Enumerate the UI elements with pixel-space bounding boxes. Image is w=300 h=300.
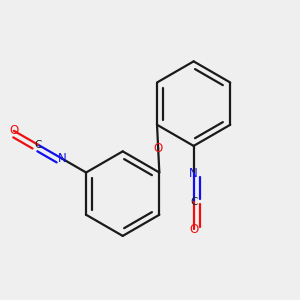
Text: N: N bbox=[58, 152, 66, 165]
Text: O: O bbox=[154, 142, 163, 155]
Text: O: O bbox=[9, 124, 19, 137]
Text: C: C bbox=[190, 196, 197, 206]
Text: O: O bbox=[189, 223, 198, 236]
Text: N: N bbox=[189, 167, 198, 180]
Text: C: C bbox=[34, 140, 42, 150]
